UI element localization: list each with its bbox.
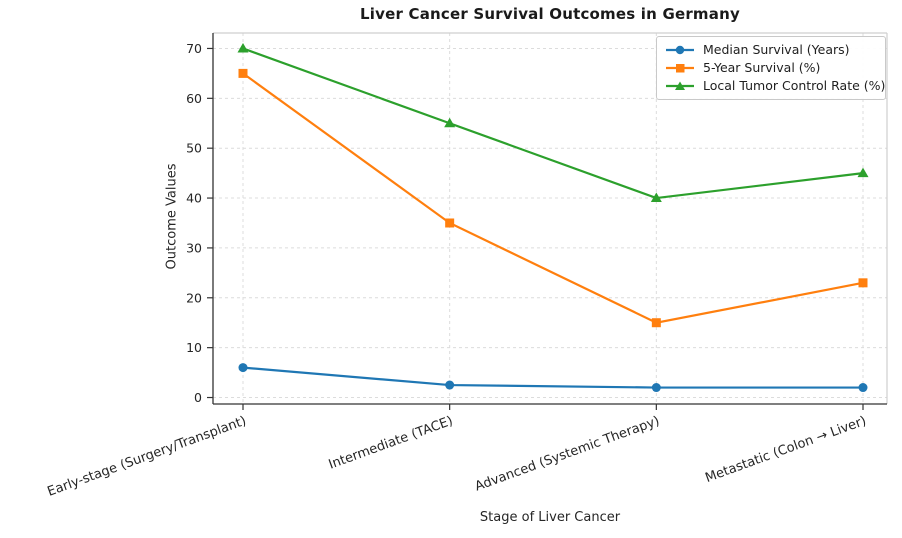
y-tick-label: 60 (186, 91, 202, 106)
series-local-tumor-control-rate-marker-triangle (444, 117, 456, 128)
y-tick-label: 20 (186, 290, 202, 305)
series-median-survival-years-marker-circle (445, 380, 455, 390)
series-5-year-survival-marker-square (445, 218, 455, 228)
series-median-survival-years-marker-circle (238, 363, 248, 373)
legend-item-local-tumor-control-rate: Local Tumor Control Rate (%) (664, 78, 885, 94)
y-tick-label: 30 (186, 240, 202, 255)
series-median-survival-years-marker-circle (651, 383, 661, 393)
y-tick-label: 10 (186, 340, 202, 355)
series-local-tumor-control-rate-marker-triangle (650, 192, 662, 203)
series-line-median-survival-years (241, 366, 865, 389)
series-5-year-survival-marker-square (238, 68, 248, 78)
legend-swatch-square-icon (666, 64, 694, 73)
series-5-year-survival-marker-square (858, 278, 868, 288)
series-median-survival-years-marker-circle (858, 383, 868, 393)
legend-swatch-circle-icon (666, 45, 694, 55)
series-local-tumor-control-rate-marker-triangle (237, 42, 249, 53)
x-tick-label: Advanced (Systemic Therapy) (473, 414, 662, 495)
legend-item-median-survival-years: Median Survival (Years) (664, 42, 878, 58)
chart-title: Liver Cancer Survival Outcomes in German… (360, 5, 740, 23)
legend: Median Survival (Years) 5-Year Survival (… (656, 36, 886, 100)
y-tick-label: 40 (186, 191, 202, 206)
legend-label: 5-Year Survival (%) (703, 60, 821, 75)
x-tick-label: Metastatic (Colon → Liver) (703, 414, 868, 486)
x-tick-label: Intermediate (TACE) (327, 414, 455, 473)
legend-label: Local Tumor Control Rate (%) (703, 78, 886, 93)
series-5-year-survival-marker-square (651, 318, 661, 328)
x-axis-label: Stage of Liver Cancer (479, 510, 621, 525)
series-line-local-tumor-control-rate (241, 47, 865, 200)
series-local-tumor-control-rate-marker-triangle (857, 167, 869, 178)
legend-swatch-triangle-icon (666, 81, 694, 90)
legend-item-5-year-survival: 5-Year Survival (%) (664, 60, 878, 76)
y-tick-label: 0 (194, 390, 202, 405)
x-tick-label: Early-stage (Surgery/Transplant) (45, 414, 248, 500)
y-tick-label: 50 (186, 141, 202, 156)
y-tick-label: 70 (186, 41, 202, 56)
series-line-5-year-survival (241, 72, 865, 324)
legend-label: Median Survival (Years) (703, 42, 850, 57)
